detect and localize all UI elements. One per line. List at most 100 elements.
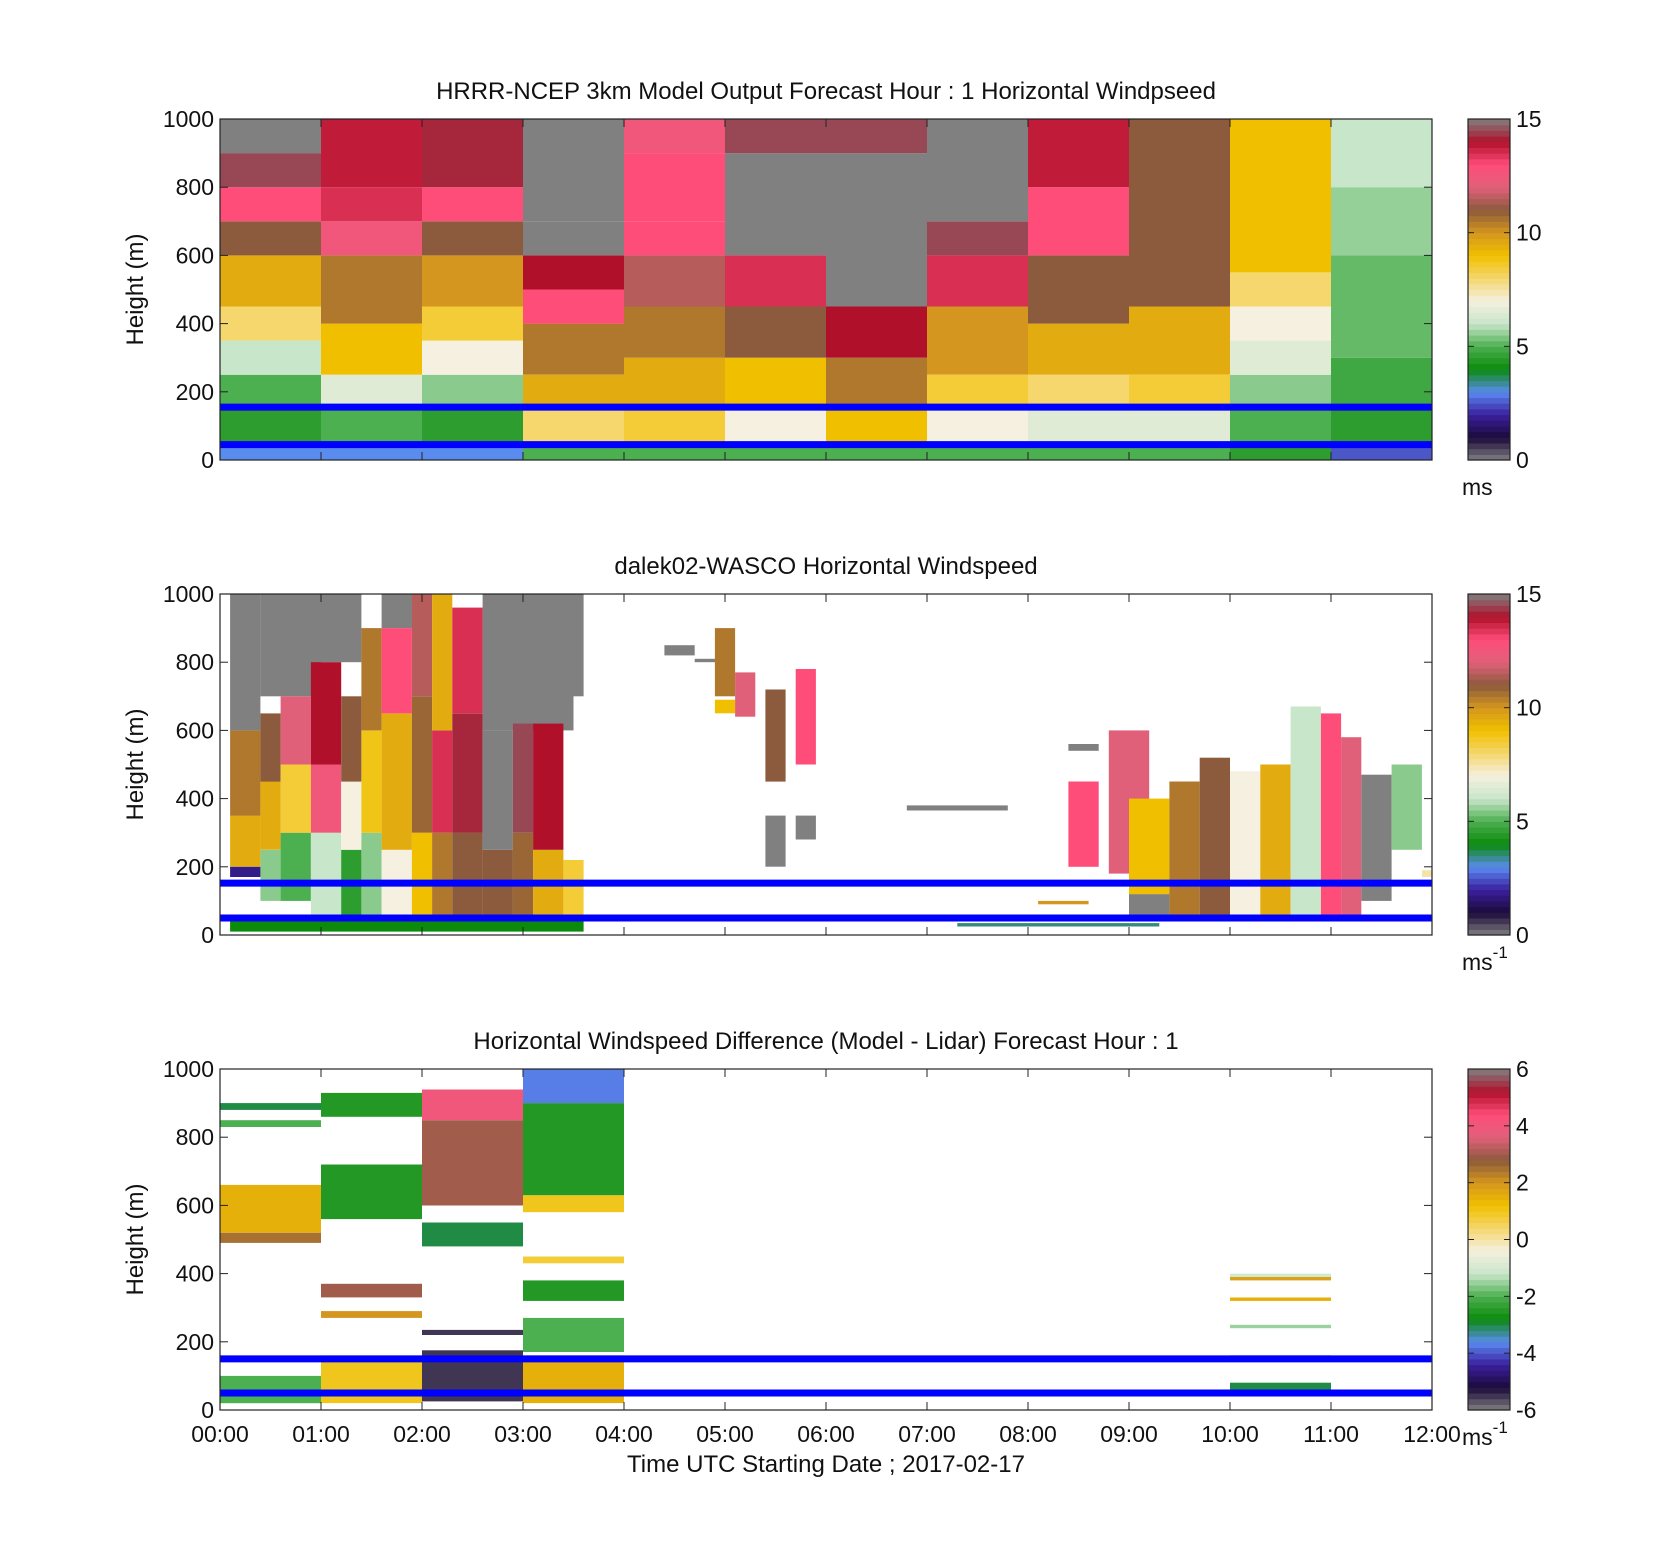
colorbar-segment (1468, 1387, 1510, 1394)
colorbar-segment (1468, 821, 1510, 828)
heatmap-cell (1341, 737, 1362, 922)
colorbar-segment (1468, 1205, 1510, 1212)
heatmap-cell (1230, 1273, 1331, 1277)
heatmap-cell (321, 408, 422, 443)
colorbar-segment (1468, 696, 1510, 703)
colorbar-segment (1468, 352, 1510, 359)
heatmap-cell (341, 696, 362, 782)
colorbar-segment (1468, 1353, 1510, 1360)
y-tick-label: 600 (176, 1192, 214, 1218)
y-tick-label: 0 (201, 1397, 214, 1423)
colorbar-segment (1468, 391, 1510, 399)
heatmap-cell (826, 408, 927, 443)
heatmap-cell (452, 713, 483, 833)
colorbar-segment (1468, 346, 1510, 353)
heatmap-cell (1391, 764, 1422, 850)
heatmap-cell (1028, 323, 1129, 375)
y-tick-label: 200 (176, 379, 214, 405)
x-tick-label: 12:00 (1403, 1421, 1461, 1447)
heatmap-cell (310, 764, 342, 833)
heatmap-cell (624, 408, 725, 443)
heatmap-cell (1230, 272, 1331, 307)
colorbar-segment (1468, 861, 1510, 868)
heatmap-cell (321, 221, 422, 256)
x-tick-label: 04:00 (595, 1421, 653, 1447)
heatmap-cell (563, 860, 584, 918)
colorbar-segment (1468, 633, 1510, 641)
heatmap-cell (1421, 870, 1432, 877)
colorbar-segment (1468, 1313, 1510, 1320)
colorbar-segment (1468, 1194, 1510, 1201)
colorbar-segment (1468, 1125, 1510, 1133)
heatmap-cell (523, 323, 624, 375)
colorbar-segment (1468, 425, 1510, 433)
heatmap-cell (523, 1103, 624, 1196)
heatmap-cell (422, 1089, 523, 1121)
colorbar-segment (1468, 838, 1510, 845)
colorbar-segment (1468, 380, 1510, 387)
colorbar-segment (1468, 753, 1510, 760)
colorbar-segment (1468, 119, 1510, 126)
colorbar-segment (1468, 164, 1510, 171)
heatmap-cell (260, 713, 281, 782)
heatmap-cell (826, 357, 927, 409)
heatmap-cell (280, 832, 311, 901)
colorbar-segment (1468, 747, 1510, 754)
colorbar-segment (1468, 1302, 1510, 1309)
colorbar-segment (1468, 1074, 1510, 1081)
heatmap-cell (381, 713, 412, 850)
heatmap-cell (725, 357, 826, 409)
colorbar-segment (1468, 283, 1510, 291)
heatmap-cell (725, 306, 826, 358)
colorbar-segment (1468, 278, 1510, 285)
colorbar-segment (1468, 844, 1510, 851)
colorbar-unit-exponent: -1 (1493, 1418, 1508, 1437)
colorbar-tick-label: 0 (1516, 922, 1529, 948)
heatmap-cell (957, 923, 1160, 927)
heatmap-cell (482, 730, 513, 850)
x-tick-label: 00:00 (191, 1421, 249, 1447)
heatmap-cell (361, 832, 382, 918)
colorbar-segment (1468, 701, 1510, 709)
heatmap-cell (927, 374, 1028, 409)
colorbar-segment (1468, 1358, 1510, 1366)
x-tick-label: 05:00 (696, 1421, 754, 1447)
heatmap-cell (230, 730, 261, 816)
colorbar-segment (1468, 730, 1510, 737)
colorbar-segment (1468, 1182, 1510, 1189)
colorbar-segment (1468, 1296, 1510, 1303)
heatmap-cell (927, 255, 1028, 307)
heatmap-cell (411, 594, 433, 697)
colorbar-segment (1468, 238, 1510, 245)
heatmap-cell (220, 340, 321, 375)
y-tick-label: 800 (176, 1124, 214, 1150)
colorbar-segment (1468, 420, 1510, 427)
chart-title: HRRR-NCEP 3km Model Output Forecast Hour… (436, 78, 1216, 105)
colorbar-unit: ms-1 (1462, 1418, 1508, 1450)
colorbar-segment (1468, 1114, 1510, 1121)
heatmap-cell (411, 696, 433, 833)
colorbar: 0 5 10 15 ms (1462, 106, 1542, 500)
colorbar-segment (1468, 1381, 1510, 1388)
heatmap-cell (220, 408, 321, 443)
heatmap-cell (422, 340, 523, 375)
colorbar-segment (1468, 1279, 1510, 1286)
heatmap-cell (432, 730, 453, 833)
heatmap-cell (310, 662, 342, 765)
heatmap-cell (725, 153, 826, 256)
heatmap-cell (422, 221, 523, 256)
colorbar-segment (1468, 317, 1510, 325)
colorbar-unit: ms (1462, 474, 1493, 500)
colorbar-segment (1468, 684, 1510, 692)
heatmap-cell (523, 1195, 624, 1213)
heatmap-cell (523, 255, 624, 290)
heatmap-cell (523, 1317, 624, 1352)
colorbar-segment (1468, 855, 1510, 862)
colorbar-segment (1468, 758, 1510, 766)
colorbar-segment (1468, 798, 1510, 805)
x-tick-label: 08:00 (999, 1421, 1057, 1447)
heatmap-cell (1028, 255, 1129, 324)
colorbar-segment (1468, 249, 1510, 256)
colorbar-segment (1468, 1245, 1510, 1252)
